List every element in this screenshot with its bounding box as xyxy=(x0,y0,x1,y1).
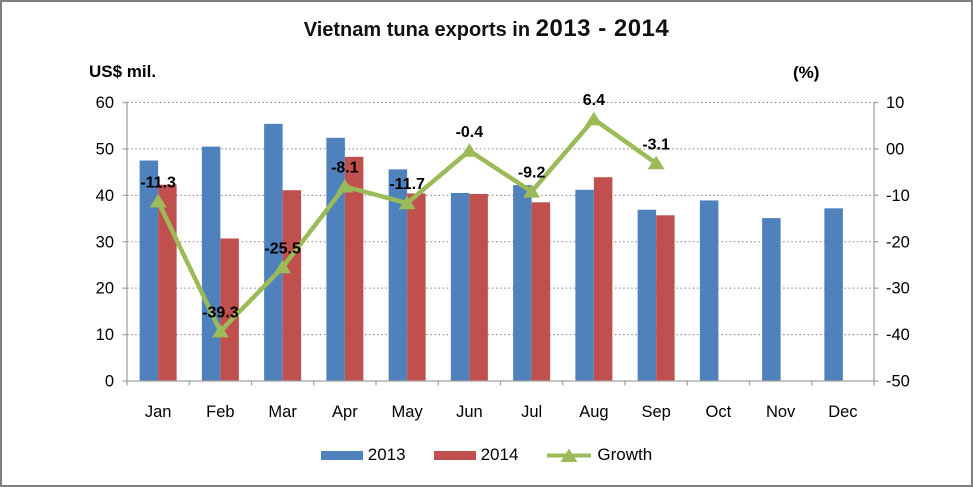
legend-item-2014: 2014 xyxy=(433,445,519,465)
svg-text:Aug: Aug xyxy=(579,403,608,421)
growth-label-Jul: -9.2 xyxy=(518,165,546,182)
svg-text:Jan: Jan xyxy=(145,403,172,421)
bars-2014 xyxy=(158,156,675,381)
svg-text:Mar: Mar xyxy=(268,403,297,421)
legend: 2013 2014 Growth xyxy=(2,445,971,465)
chart-title-years: 2013 - 2014 xyxy=(535,15,670,42)
growth-marker-Aug xyxy=(585,111,603,126)
growth-label-Apr: -8.1 xyxy=(331,160,359,177)
svg-text:Feb: Feb xyxy=(206,403,234,421)
growth-label-Aug: 6.4 xyxy=(583,92,605,109)
bar-2013-Feb xyxy=(201,146,221,381)
growth-label-Feb: -39.3 xyxy=(202,304,239,321)
bar-2013-Nov xyxy=(762,218,781,381)
growth-label-Mar: -25.5 xyxy=(264,240,301,257)
bar-2013-Dec xyxy=(824,208,843,381)
bar-2013-Jul xyxy=(513,185,532,381)
svg-text:10: 10 xyxy=(96,326,114,344)
svg-text:60: 60 xyxy=(96,94,114,112)
gridlines xyxy=(127,102,874,336)
growth-label-Jan: -11.3 xyxy=(140,174,176,191)
legend-swatch-2013-icon xyxy=(320,450,363,460)
legend-swatch-growth-icon xyxy=(547,448,592,462)
svg-text:Sep: Sep xyxy=(641,403,670,421)
svg-text:May: May xyxy=(392,403,424,421)
bar-2013-Jan xyxy=(139,160,159,381)
chart-title: Vietnam tuna exports in 2013 - 2014 xyxy=(2,15,971,43)
bar-2014-Sep xyxy=(656,215,675,381)
legend-label-2013: 2013 xyxy=(367,445,406,464)
bar-2013-Sep xyxy=(637,209,657,381)
growth-label-Sep: -3.1 xyxy=(642,136,670,153)
svg-text:00: 00 xyxy=(886,140,904,158)
bar-2013-Jun xyxy=(450,193,470,381)
growth-marker-May xyxy=(398,195,416,210)
bar-2013-May xyxy=(388,169,408,381)
bar-2014-Jul xyxy=(531,202,551,381)
growth-marker-Feb xyxy=(211,323,229,338)
bars-2013 xyxy=(139,123,843,381)
bar-2014-Aug xyxy=(593,177,613,381)
axes xyxy=(122,101,879,386)
bar-2014-Jan xyxy=(158,184,177,381)
growth-label-Jun: -0.4 xyxy=(456,124,484,141)
growth-marker-Mar xyxy=(274,259,292,274)
left-axis-unit-label: US$ mil. xyxy=(89,62,157,81)
growth-marker-Jan xyxy=(149,193,167,208)
bar-2013-Aug xyxy=(575,189,594,381)
svg-text:Jun: Jun xyxy=(456,403,483,421)
legend-swatch-2014-icon xyxy=(433,450,476,460)
svg-text:-30: -30 xyxy=(886,280,910,298)
svg-text:Nov: Nov xyxy=(766,403,796,421)
left-axis-tick-labels: 60 50 40 30 20 10 0 xyxy=(96,94,114,391)
chart-title-prefix: Vietnam tuna exports in xyxy=(303,19,536,41)
growth-label-May: -11.7 xyxy=(389,176,425,193)
bar-2014-May xyxy=(407,193,426,381)
growth-data-labels: -11.3 -39.3 -25.5 -8.1 -11.7 -0.4 -9.2 6.4 -3.1 xyxy=(140,92,670,321)
svg-text:Oct: Oct xyxy=(706,403,732,421)
right-axis-unit-label: (%) xyxy=(793,63,820,82)
svg-text:Apr: Apr xyxy=(332,403,358,421)
svg-text:Dec: Dec xyxy=(828,403,857,421)
x-axis-labels: Jan Feb Mar Apr May Jun Jul Aug Sep Oct Nov Dec xyxy=(145,403,858,421)
bar-2014-Jun xyxy=(469,193,488,381)
legend-item-growth: Growth xyxy=(546,445,652,465)
svg-text:-10: -10 xyxy=(886,187,910,205)
svg-text:Jul: Jul xyxy=(521,403,542,421)
legend-label-2014: 2014 xyxy=(480,445,519,464)
svg-text:-20: -20 xyxy=(886,233,910,251)
svg-text:-50: -50 xyxy=(886,373,910,391)
right-axis-tick-labels: 10 00 -10 -20 -30 -40 -50 xyxy=(886,94,910,391)
growth-marker-Jul xyxy=(523,184,541,198)
legend-item-2013: 2013 xyxy=(320,445,406,465)
bar-2013-Mar xyxy=(264,123,283,381)
growth-marker-Sep xyxy=(647,155,665,170)
growth-marker-Apr xyxy=(336,179,354,193)
bar-2014-Mar xyxy=(282,190,302,381)
svg-text:-40: -40 xyxy=(886,326,910,344)
svg-text:20: 20 xyxy=(96,280,114,298)
bar-2013-Oct xyxy=(699,200,719,381)
growth-marker-Jun xyxy=(460,143,478,157)
svg-text:30: 30 xyxy=(96,233,114,251)
svg-text:40: 40 xyxy=(96,187,114,205)
svg-text:0: 0 xyxy=(105,373,114,391)
bar-2014-Feb xyxy=(220,238,239,381)
bar-2013-Apr xyxy=(326,137,345,381)
svg-text:10: 10 xyxy=(886,94,904,112)
svg-text:50: 50 xyxy=(96,140,114,158)
growth-markers xyxy=(149,111,665,338)
legend-label-growth: Growth xyxy=(597,445,653,464)
bar-2014-Apr xyxy=(344,156,364,381)
